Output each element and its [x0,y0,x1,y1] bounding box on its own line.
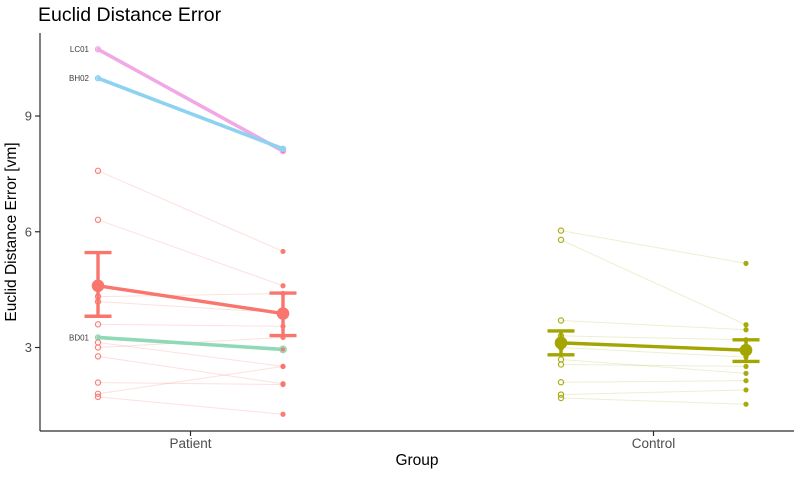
subject-point-t1 [94,379,102,386]
subject-line [97,355,284,385]
subject-point-t2 [280,347,286,352]
subject-line [97,323,284,327]
chart-title: Euclid Distance Error [38,4,222,26]
subject-line [97,292,284,298]
highlight-subject-line [96,76,285,151]
subject-point-t1 [94,344,102,351]
subject-label: BH02 [69,74,90,83]
highlight-ring-t2 [279,345,287,354]
subject-point-t1 [94,353,102,360]
subject-point-t2 [743,327,749,333]
subject-line [97,341,284,367]
subject-point-t1 [557,391,565,398]
subject-line [560,363,747,367]
y-tick-label: 9 [25,109,32,124]
subject-line [560,347,747,358]
subject-point-t1 [94,390,102,397]
subject-line [560,319,747,331]
subject-label: LC01 [70,45,90,54]
subject-line [97,170,284,252]
subject-point-t1 [94,75,102,82]
subject-label: BD01 [69,333,90,342]
subject-point-t2 [280,411,286,417]
highlight-subject-line [96,335,285,352]
subject-line [97,396,284,415]
subject-point-t1 [94,393,102,401]
subject-point-t1 [557,361,565,368]
y-axis-label: Euclid Distance Error [vm] [3,142,20,321]
subject-point-t1 [557,379,565,386]
subject-line [97,365,284,395]
group-mean-point [739,343,753,357]
subject-point-t2 [280,363,286,370]
subject-point-t1 [94,321,102,328]
subject-point-t2 [743,387,749,393]
x-tick-label: Patient [169,436,211,451]
y-tick-label: 3 [25,340,32,355]
group-mean-point [91,279,105,293]
subject-point-t1 [557,227,565,234]
subject-point-t2 [743,322,749,328]
subject-point-t2 [743,363,749,370]
subject-point-t1 [557,394,565,402]
subject-point-t2 [743,401,749,407]
group-mean-line [97,284,284,316]
highlight-point-t2 [279,145,287,153]
plot-body: 3 6 9 Patient Control LC01 BH02 BD01 [25,33,794,451]
x-tick-label: Control [632,436,676,451]
subject-line [560,239,747,326]
subject-point-t2 [280,283,286,289]
subject-line [560,397,747,405]
subject-point-t1 [94,46,102,53]
subject-point-t2 [280,248,286,255]
subject-line [97,382,284,386]
subject-line [97,301,284,314]
group-mean-line [560,341,747,352]
subject-line [560,389,747,396]
subject-line [97,219,284,287]
subject-line [560,335,747,341]
subject-point-t2 [743,378,749,384]
highlight-subject-line [96,47,285,153]
subject-point-t1 [94,167,102,175]
subject-point-t2 [743,260,749,266]
subject-point-t1 [557,236,565,244]
subject-point-t2 [280,381,286,388]
subject-line [560,358,747,374]
subject-point-t1 [557,317,565,324]
group-mean-point [554,336,568,350]
group-mean-point [276,307,290,320]
y-tick-label: 6 [25,224,32,239]
x-axis-label: Group [395,452,438,469]
subject-point-t1 [94,216,102,224]
subject-line [560,230,747,264]
subject-line [560,380,747,383]
subject-point-t2 [743,370,749,376]
